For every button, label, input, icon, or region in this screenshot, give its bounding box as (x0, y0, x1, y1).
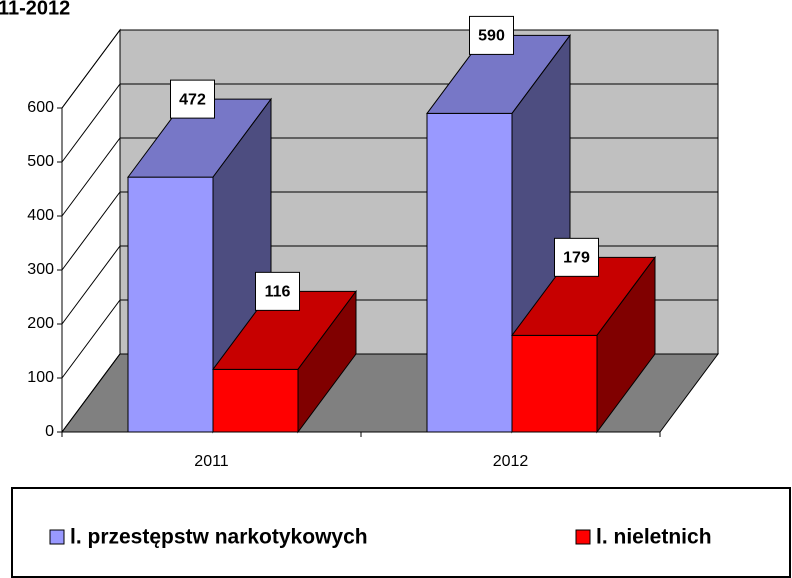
legend-swatch (49, 529, 65, 545)
data-label-box (554, 237, 599, 277)
chart-title: 11-2012 (0, 0, 70, 19)
data-label: 472 (179, 91, 206, 108)
y-tick-label: 100 (27, 369, 54, 386)
bar-side (596, 255, 656, 434)
y-tick-label: 600 (27, 99, 54, 116)
legend-label: l. nieletnich (596, 526, 712, 549)
y-tick-label: 400 (27, 207, 54, 224)
legend-label: l. przestępstw narkotykowych (70, 526, 368, 549)
data-label: 116 (265, 284, 291, 301)
grid-line (61, 29, 718, 109)
x-tick-label: 2012 (493, 453, 529, 470)
bar-front (426, 112, 513, 433)
bar-front (127, 176, 214, 433)
bar-front (212, 368, 299, 433)
y-tick-label: 200 (27, 315, 54, 332)
bar (511, 255, 656, 434)
y-tick-label: 500 (27, 153, 54, 170)
data-label-box (469, 15, 514, 55)
y-tick-label: 0 (45, 423, 54, 440)
data-label: 179 (563, 250, 590, 267)
bar (212, 289, 357, 434)
bar-side (297, 289, 357, 434)
data-label: 590 (478, 28, 505, 45)
y-tick-label: 300 (27, 261, 54, 278)
data-label-box (170, 79, 215, 119)
data-label-box (255, 271, 300, 311)
legend-box (11, 487, 791, 578)
legend-swatch (575, 529, 591, 545)
x-tick-label: 2011 (194, 453, 229, 470)
bar-front (511, 334, 598, 433)
